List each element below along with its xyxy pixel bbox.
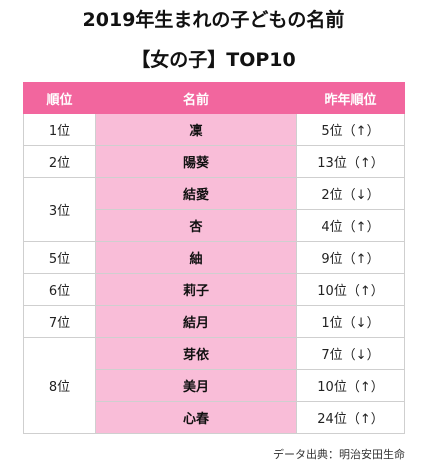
name-cell: 凜 bbox=[95, 113, 297, 146]
prev-rank-cell: 9位（↑） bbox=[296, 241, 405, 274]
table-header-row: 順位 名前 昨年順位 bbox=[23, 82, 405, 114]
name-cell: 紬 bbox=[95, 241, 297, 274]
table-row: 心春 24位（↑） bbox=[24, 401, 405, 434]
table-row: 8位 芽依 7位（↓） bbox=[23, 337, 405, 434]
rank-cell: 2位 bbox=[23, 145, 96, 178]
prev-rank-cell: 1位（↓） bbox=[296, 305, 405, 338]
name-cell: 結愛 bbox=[95, 177, 297, 210]
prev-rank-cell: 5位（↑） bbox=[296, 113, 405, 146]
prev-rank-cell: 10位（↑） bbox=[296, 273, 405, 306]
rank-cell: 8位 bbox=[23, 337, 96, 434]
page-subtitle: 【女の子】TOP10 bbox=[131, 49, 296, 71]
name-cell: 芽依 bbox=[95, 337, 297, 370]
header-prev-rank: 昨年順位 bbox=[296, 82, 405, 114]
table-row: 杏 4位（↑） bbox=[24, 209, 405, 242]
rank-cell: 6位 bbox=[23, 273, 96, 306]
page-title: 2019年生まれの子どもの名前 bbox=[82, 9, 345, 31]
rank-cell: 1位 bbox=[23, 113, 96, 146]
header-name: 名前 bbox=[95, 82, 297, 114]
table-row: 1位凜 5位（↑） bbox=[23, 113, 405, 146]
prev-rank-cell: 4位（↑） bbox=[296, 209, 405, 242]
ranking-table: 順位 名前 昨年順位 1位凜 5位（↑） 2位 陽葵 13位（↑） 3位 結愛 2位（↓）杏 4… bbox=[23, 82, 405, 434]
prev-rank-cell: 24位（↑） bbox=[296, 401, 405, 434]
header-rank: 順位 bbox=[23, 82, 96, 114]
table-row: 2位 陽葵 13位（↑） bbox=[23, 145, 405, 178]
name-cell: 美月 bbox=[95, 369, 297, 402]
name-cell: 結月 bbox=[95, 305, 297, 338]
rank-cell: 3位 bbox=[23, 177, 96, 242]
table-body: 1位凜 5位（↑） 2位 陽葵 13位（↑） 3位 結愛 2位（↓）杏 4位（↑） 5位紬 9位（↑… bbox=[23, 113, 405, 434]
name-cell: 杏 bbox=[95, 209, 297, 242]
prev-rank-cell: 2位（↓） bbox=[296, 177, 405, 210]
name-cell: 心春 bbox=[95, 401, 297, 434]
rank-cell: 7位 bbox=[23, 305, 96, 338]
data-source: データ出典：明治安田生命 bbox=[273, 448, 405, 461]
table-row: 美月 10位（↑） bbox=[24, 369, 405, 402]
name-cell: 陽葵 bbox=[95, 145, 297, 178]
rank-cell: 5位 bbox=[23, 241, 96, 274]
prev-rank-cell: 7位（↓） bbox=[296, 337, 405, 370]
table-row: 3位 結愛 2位（↓） bbox=[23, 177, 405, 242]
table-row: 6位 莉子 10位（↑） bbox=[23, 273, 405, 306]
prev-rank-cell: 10位（↑） bbox=[296, 369, 405, 402]
name-cell: 莉子 bbox=[95, 273, 297, 306]
table-row: 5位紬 9位（↑） bbox=[23, 241, 405, 274]
prev-rank-cell: 13位（↑） bbox=[296, 145, 405, 178]
table-row: 7位 結月 1位（↓） bbox=[23, 305, 405, 338]
